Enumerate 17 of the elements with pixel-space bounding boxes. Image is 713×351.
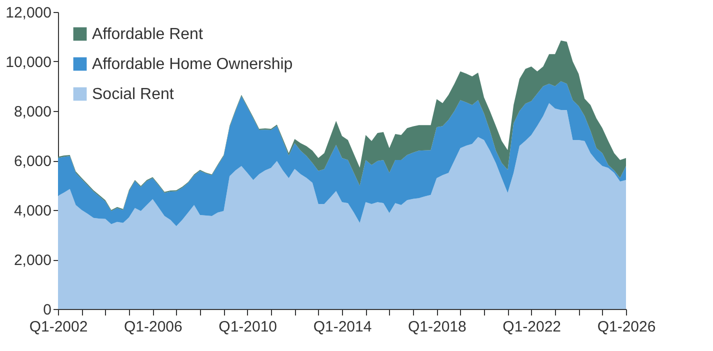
x-tick-label: Q1-2002 — [29, 318, 88, 336]
x-tick-label: Q1-2006 — [124, 318, 182, 336]
y-tick-label: 2,000 — [14, 252, 52, 269]
y-tick-label: 4,000 — [14, 202, 52, 220]
legend-label: Social Rent — [92, 86, 174, 103]
y-tick-label: 12,000 — [6, 4, 52, 22]
x-tick-label: Q1-2022 — [502, 318, 562, 336]
y-tick-label: 8,000 — [14, 104, 52, 120]
x-tick-label: Q1-2018 — [408, 318, 466, 336]
legend-label: Affordable Rent — [92, 26, 204, 43]
x-tick-label: Q1-2014 — [313, 318, 372, 336]
y-tick-label: 6,000 — [14, 153, 52, 170]
x-tick-label: Q1-2010 — [218, 318, 278, 336]
x-tick-label: Q1-2026 — [597, 318, 656, 336]
y-tick-label: 0 — [43, 302, 52, 318]
legend-label: Affordable Home Ownership — [92, 56, 293, 73]
y-tick-label: 10,000 — [6, 54, 52, 71]
